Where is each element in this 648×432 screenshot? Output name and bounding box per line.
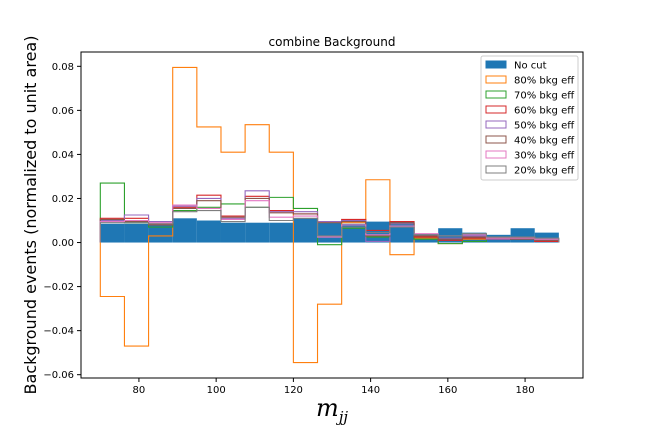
no-cut-bar-1 [124, 223, 149, 243]
x-tick-label: 120 [284, 385, 303, 396]
y-axis-label: Background events (normalized to unit ar… [21, 36, 40, 395]
chart-title: combine Background [269, 35, 396, 49]
legend-swatch-70pct-bkg-eff [485, 90, 507, 99]
no-cut-bar-18 [534, 232, 559, 243]
y-tick-label: 0.00 [52, 238, 74, 249]
x-axis: 80 100 120 140 160 180 [133, 378, 535, 396]
no-cut-bar-6 [245, 222, 270, 243]
legend-label-40pct-bkg-eff: 40% bkg eff [514, 136, 575, 147]
no-cut-bar-17 [510, 228, 535, 243]
no-cut-bar-7 [269, 222, 294, 243]
no-cut-bar-16 [486, 234, 511, 243]
no-cut-bar-8 [293, 218, 318, 243]
plot-frame [80, 51, 584, 379]
legend-label-80pct-bkg-eff: 80% bkg eff [514, 76, 575, 87]
no-cut-bar-9 [317, 222, 342, 243]
legend-swatch-no-cut [485, 60, 507, 69]
no-cut-bar-3 [172, 218, 197, 243]
legend-swatch-80pct-bkg-eff [485, 75, 507, 84]
x-tick-label: 100 [207, 385, 226, 396]
legend-frame [480, 55, 579, 181]
no-cut-bar-11 [365, 221, 390, 243]
no-cut-bar-0 [100, 223, 125, 243]
x-tick-label: 140 [361, 385, 380, 396]
no-cut-bar-5 [220, 222, 246, 243]
y-tick-label: −0.04 [43, 326, 74, 337]
y-tick-label: 0.08 [52, 62, 74, 73]
legend-label-60pct-bkg-eff: 60% bkg eff [514, 106, 575, 117]
y-tick-label: 0.06 [52, 106, 74, 117]
no-cut-bar-12 [389, 221, 415, 243]
legend: No cut 80% bkg eff 70% bkg eff 60% bkg eff 5… [480, 55, 579, 181]
legend-swatch-40pct-bkg-eff [485, 135, 507, 144]
legend-swatch-30pct-bkg-eff [485, 150, 507, 159]
legend-swatch-60pct-bkg-eff [485, 105, 507, 114]
legend-swatch-50pct-bkg-eff [485, 120, 507, 129]
x-tick-label: 80 [133, 385, 146, 396]
y-tick-label: −0.02 [43, 282, 74, 293]
x-tick-label: 180 [516, 385, 535, 396]
legend-label-no-cut: No cut [514, 61, 547, 72]
legend-swatch-20pct-bkg-eff [485, 165, 507, 174]
y-axis: −0.06 −0.04 −0.02 0.00 0.02 0.04 0.06 0.08 [43, 62, 81, 381]
step-series-layer [99, 66, 560, 364]
legend-label-20pct-bkg-eff: 20% bkg eff [514, 166, 575, 177]
legend-label-70pct-bkg-eff: 70% bkg eff [514, 91, 575, 102]
y-tick-label: 0.02 [52, 194, 74, 205]
legend-label-50pct-bkg-eff: 50% bkg eff [514, 121, 575, 132]
x-tick-label: 160 [438, 385, 457, 396]
no-cut-bar-15 [462, 232, 487, 243]
y-tick-label: −0.06 [43, 370, 74, 381]
legend-label-30pct-bkg-eff: 30% bkg eff [514, 151, 575, 162]
no-cut-bar-2 [148, 223, 173, 243]
series-line-20pct-bkg-eff [99, 206, 560, 243]
no-cut-bar-4 [196, 220, 221, 243]
y-tick-label: 0.04 [52, 150, 74, 161]
